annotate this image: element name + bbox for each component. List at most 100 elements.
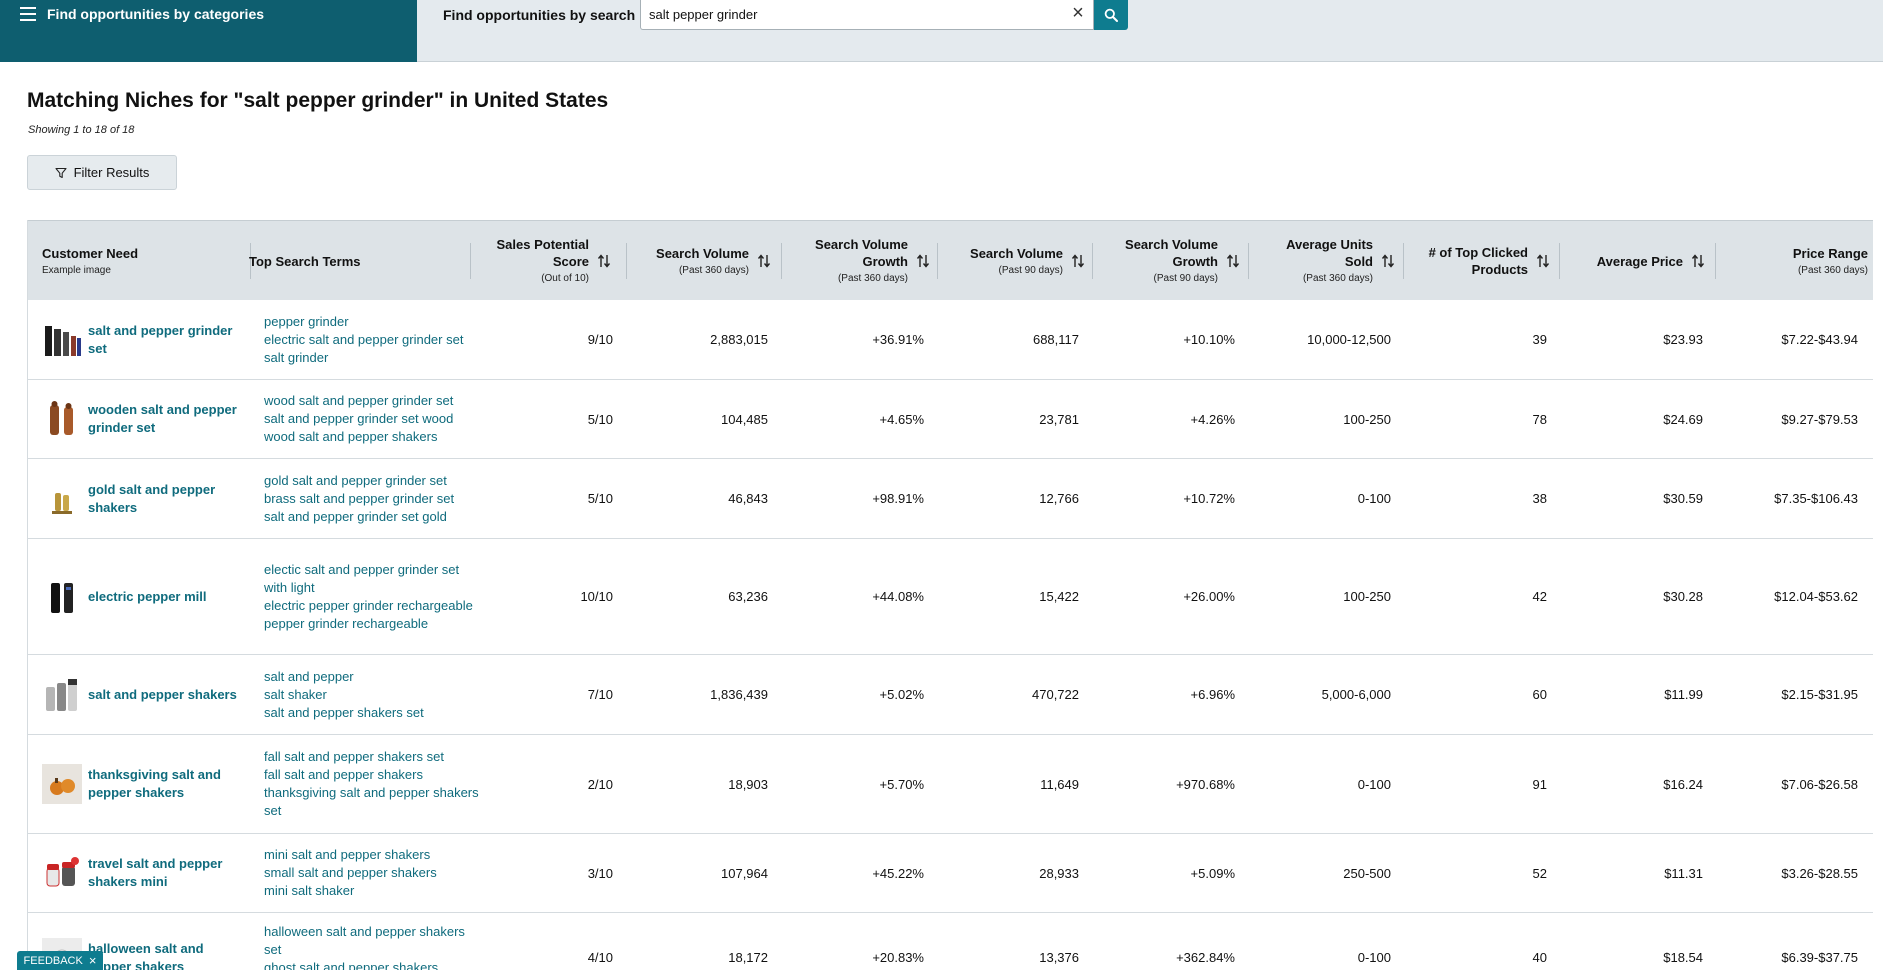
sort-icon[interactable] xyxy=(1381,253,1395,269)
column-header-sublabel: (Out of 10) xyxy=(541,273,589,284)
product-thumbnail[interactable] xyxy=(42,577,82,617)
customer-need-link[interactable]: halloween salt and pepper shakers xyxy=(88,940,204,970)
search-terms-cell: gold salt and pepper grinder set brass sa… xyxy=(264,459,479,538)
column-header[interactable]: Average Units Sold (Past 360 days) xyxy=(1250,221,1405,301)
close-icon[interactable]: × xyxy=(88,953,97,968)
search-term-link[interactable]: mini salt and pepper shakers xyxy=(264,847,431,862)
search-terms-cell: salt and pepper salt shaker salt and peppe… xyxy=(264,655,479,734)
column-header-label: Search Volume xyxy=(970,245,1063,261)
column-header[interactable]: Search Volume Growth (Past 360 days) xyxy=(785,221,940,301)
search-term-link[interactable]: thanksgiving salt and pepper shakers set xyxy=(264,785,479,818)
search-term-link[interactable]: electric salt and pepper grinder set xyxy=(264,331,464,347)
search-term-link[interactable]: electric pepper grinder rechargeable xyxy=(264,597,473,613)
product-thumbnail[interactable] xyxy=(42,479,82,519)
product-thumbnail[interactable] xyxy=(42,853,82,893)
metric-range: $7.22-$43.94 xyxy=(1781,332,1858,347)
column-header[interactable]: Average Price xyxy=(1560,221,1715,301)
search-term-link[interactable]: fall salt and pepper shakers set xyxy=(264,749,444,764)
metric-range: $12.04-$53.62 xyxy=(1774,589,1858,604)
search-term-link[interactable]: small salt and pepper shakers xyxy=(264,865,437,880)
column-header: Top Search Terms xyxy=(249,221,459,301)
sort-icon[interactable] xyxy=(1536,253,1550,269)
metric-score: 2/10 xyxy=(587,776,613,792)
metric-score: 9/10 xyxy=(587,332,613,347)
sort-icon[interactable] xyxy=(1691,253,1705,269)
customer-need-cell: electric pepper mill xyxy=(42,539,242,654)
column-header[interactable]: Search Volume (Past 360 days) xyxy=(626,221,781,301)
column-header-sublabel: (Past 90 days) xyxy=(998,264,1063,276)
search-input[interactable] xyxy=(641,0,1041,28)
table-row: gold salt and pepper shakers gold salt an… xyxy=(28,459,1873,539)
customer-need-cell: gold salt and pepper shakers xyxy=(42,459,242,538)
search-term-link[interactable]: pepper grinder xyxy=(264,313,349,329)
search-terms-cell: wood salt and pepper grinder set salt and… xyxy=(264,380,479,458)
column-header-label: Search Volume Growth xyxy=(815,237,908,269)
search-button[interactable] xyxy=(1094,0,1128,30)
search-term-link[interactable]: electic salt and pepper grinder set with… xyxy=(264,561,460,595)
metric-clicked: 39 xyxy=(1532,332,1547,347)
customer-need-link[interactable]: travel salt and pepper shakers mini xyxy=(88,856,223,889)
customer-need-link[interactable]: salt and pepper grinder set xyxy=(88,322,233,356)
sort-icon[interactable] xyxy=(757,253,771,269)
search-term-link[interactable]: salt and pepper grinder set wood xyxy=(264,411,454,426)
sort-icon[interactable] xyxy=(597,253,611,269)
metric-units: 0-100 xyxy=(1357,776,1391,792)
metric-clicked: 78 xyxy=(1532,411,1547,427)
column-header[interactable]: Search Volume Growth (Past 90 days) xyxy=(1095,221,1250,301)
metric-score: 7/10 xyxy=(587,687,613,702)
search-box[interactable]: × xyxy=(640,0,1094,30)
metric-score: 3/10 xyxy=(587,865,613,881)
filter-results-button[interactable]: Filter Results xyxy=(27,155,177,190)
column-divider xyxy=(937,243,938,279)
menu-icon[interactable] xyxy=(20,7,36,21)
feedback-label: FEEDBACK xyxy=(23,954,83,967)
metric-svg90: +10.10% xyxy=(1183,332,1235,347)
column-header-title: Search Volume (Past 90 days) xyxy=(970,245,1063,278)
product-thumbnail[interactable] xyxy=(42,399,82,439)
search-term-link[interactable]: halloween salt and pepper shakers set xyxy=(264,924,465,957)
search-term-link[interactable]: ghost salt and pepper shakers xyxy=(264,960,439,970)
search-term-link[interactable]: brass salt and pepper grinder set xyxy=(264,490,455,506)
metric-range: $3.26-$28.55 xyxy=(1781,865,1858,881)
search-term-link[interactable]: wood salt and pepper grinder set xyxy=(264,393,454,408)
product-thumbnail[interactable] xyxy=(42,320,82,360)
column-divider xyxy=(250,243,251,279)
sort-icon[interactable] xyxy=(916,253,930,269)
product-thumbnail[interactable] xyxy=(42,675,82,715)
metric-sv90: 470,722 xyxy=(1032,687,1079,702)
search-term-link[interactable]: pepper grinder rechargeable xyxy=(264,615,429,631)
metric-clicked: 40 xyxy=(1532,950,1547,965)
customer-need-link[interactable]: wooden salt and pepper grinder set xyxy=(88,402,237,435)
customer-need-link[interactable]: gold salt and pepper shakers xyxy=(88,481,216,515)
close-icon[interactable]: × xyxy=(1072,2,1084,24)
search-term-link[interactable]: gold salt and pepper grinder set xyxy=(264,472,447,488)
metric-avg-price: $24.69 xyxy=(1663,411,1703,427)
feedback-button[interactable]: FEEDBACK × xyxy=(17,951,103,970)
metric-sv360: 2,883,015 xyxy=(710,332,768,347)
column-divider xyxy=(1092,243,1093,279)
search-term-link[interactable]: salt and pepper shakers set xyxy=(264,704,424,720)
search-term-link[interactable]: salt shaker xyxy=(264,686,327,702)
search-term-link[interactable]: salt and pepper xyxy=(264,668,354,684)
search-term-link[interactable]: salt and pepper grinder set gold xyxy=(264,508,447,524)
customer-need-cell: salt and pepper shakers xyxy=(42,655,242,734)
product-thumbnail[interactable] xyxy=(42,764,82,804)
customer-need-link[interactable]: salt and pepper shakers xyxy=(88,686,237,702)
column-header[interactable]: Search Volume (Past 90 days) xyxy=(940,221,1095,301)
column-header[interactable]: # of Top Clicked Products xyxy=(1405,221,1560,301)
column-header-title: Customer Need Example image xyxy=(42,245,138,278)
search-term-link[interactable]: mini salt shaker xyxy=(264,883,355,898)
customer-need-link[interactable]: electric pepper mill xyxy=(88,588,207,604)
categories-label[interactable]: Find opportunities by categories xyxy=(47,6,265,22)
search-term-link[interactable]: wood salt and pepper shakers xyxy=(264,429,438,444)
sort-icon[interactable] xyxy=(1071,253,1085,269)
search-icon xyxy=(1104,8,1118,22)
search-term-link[interactable]: salt grinder xyxy=(264,349,329,365)
column-header[interactable]: Sales Potential Score (Out of 10) xyxy=(471,221,621,301)
customer-need-link[interactable]: thanksgiving salt and pepper shakers xyxy=(88,767,221,800)
sort-icon[interactable] xyxy=(1226,253,1240,269)
search-terms-cell: pepper grinder electric salt and pepper g… xyxy=(264,300,479,379)
search-term-link[interactable]: fall salt and pepper shakers xyxy=(264,767,423,782)
categories-panel[interactable]: Find opportunities by categories xyxy=(0,0,417,62)
metric-units: 0-100 xyxy=(1357,950,1391,965)
